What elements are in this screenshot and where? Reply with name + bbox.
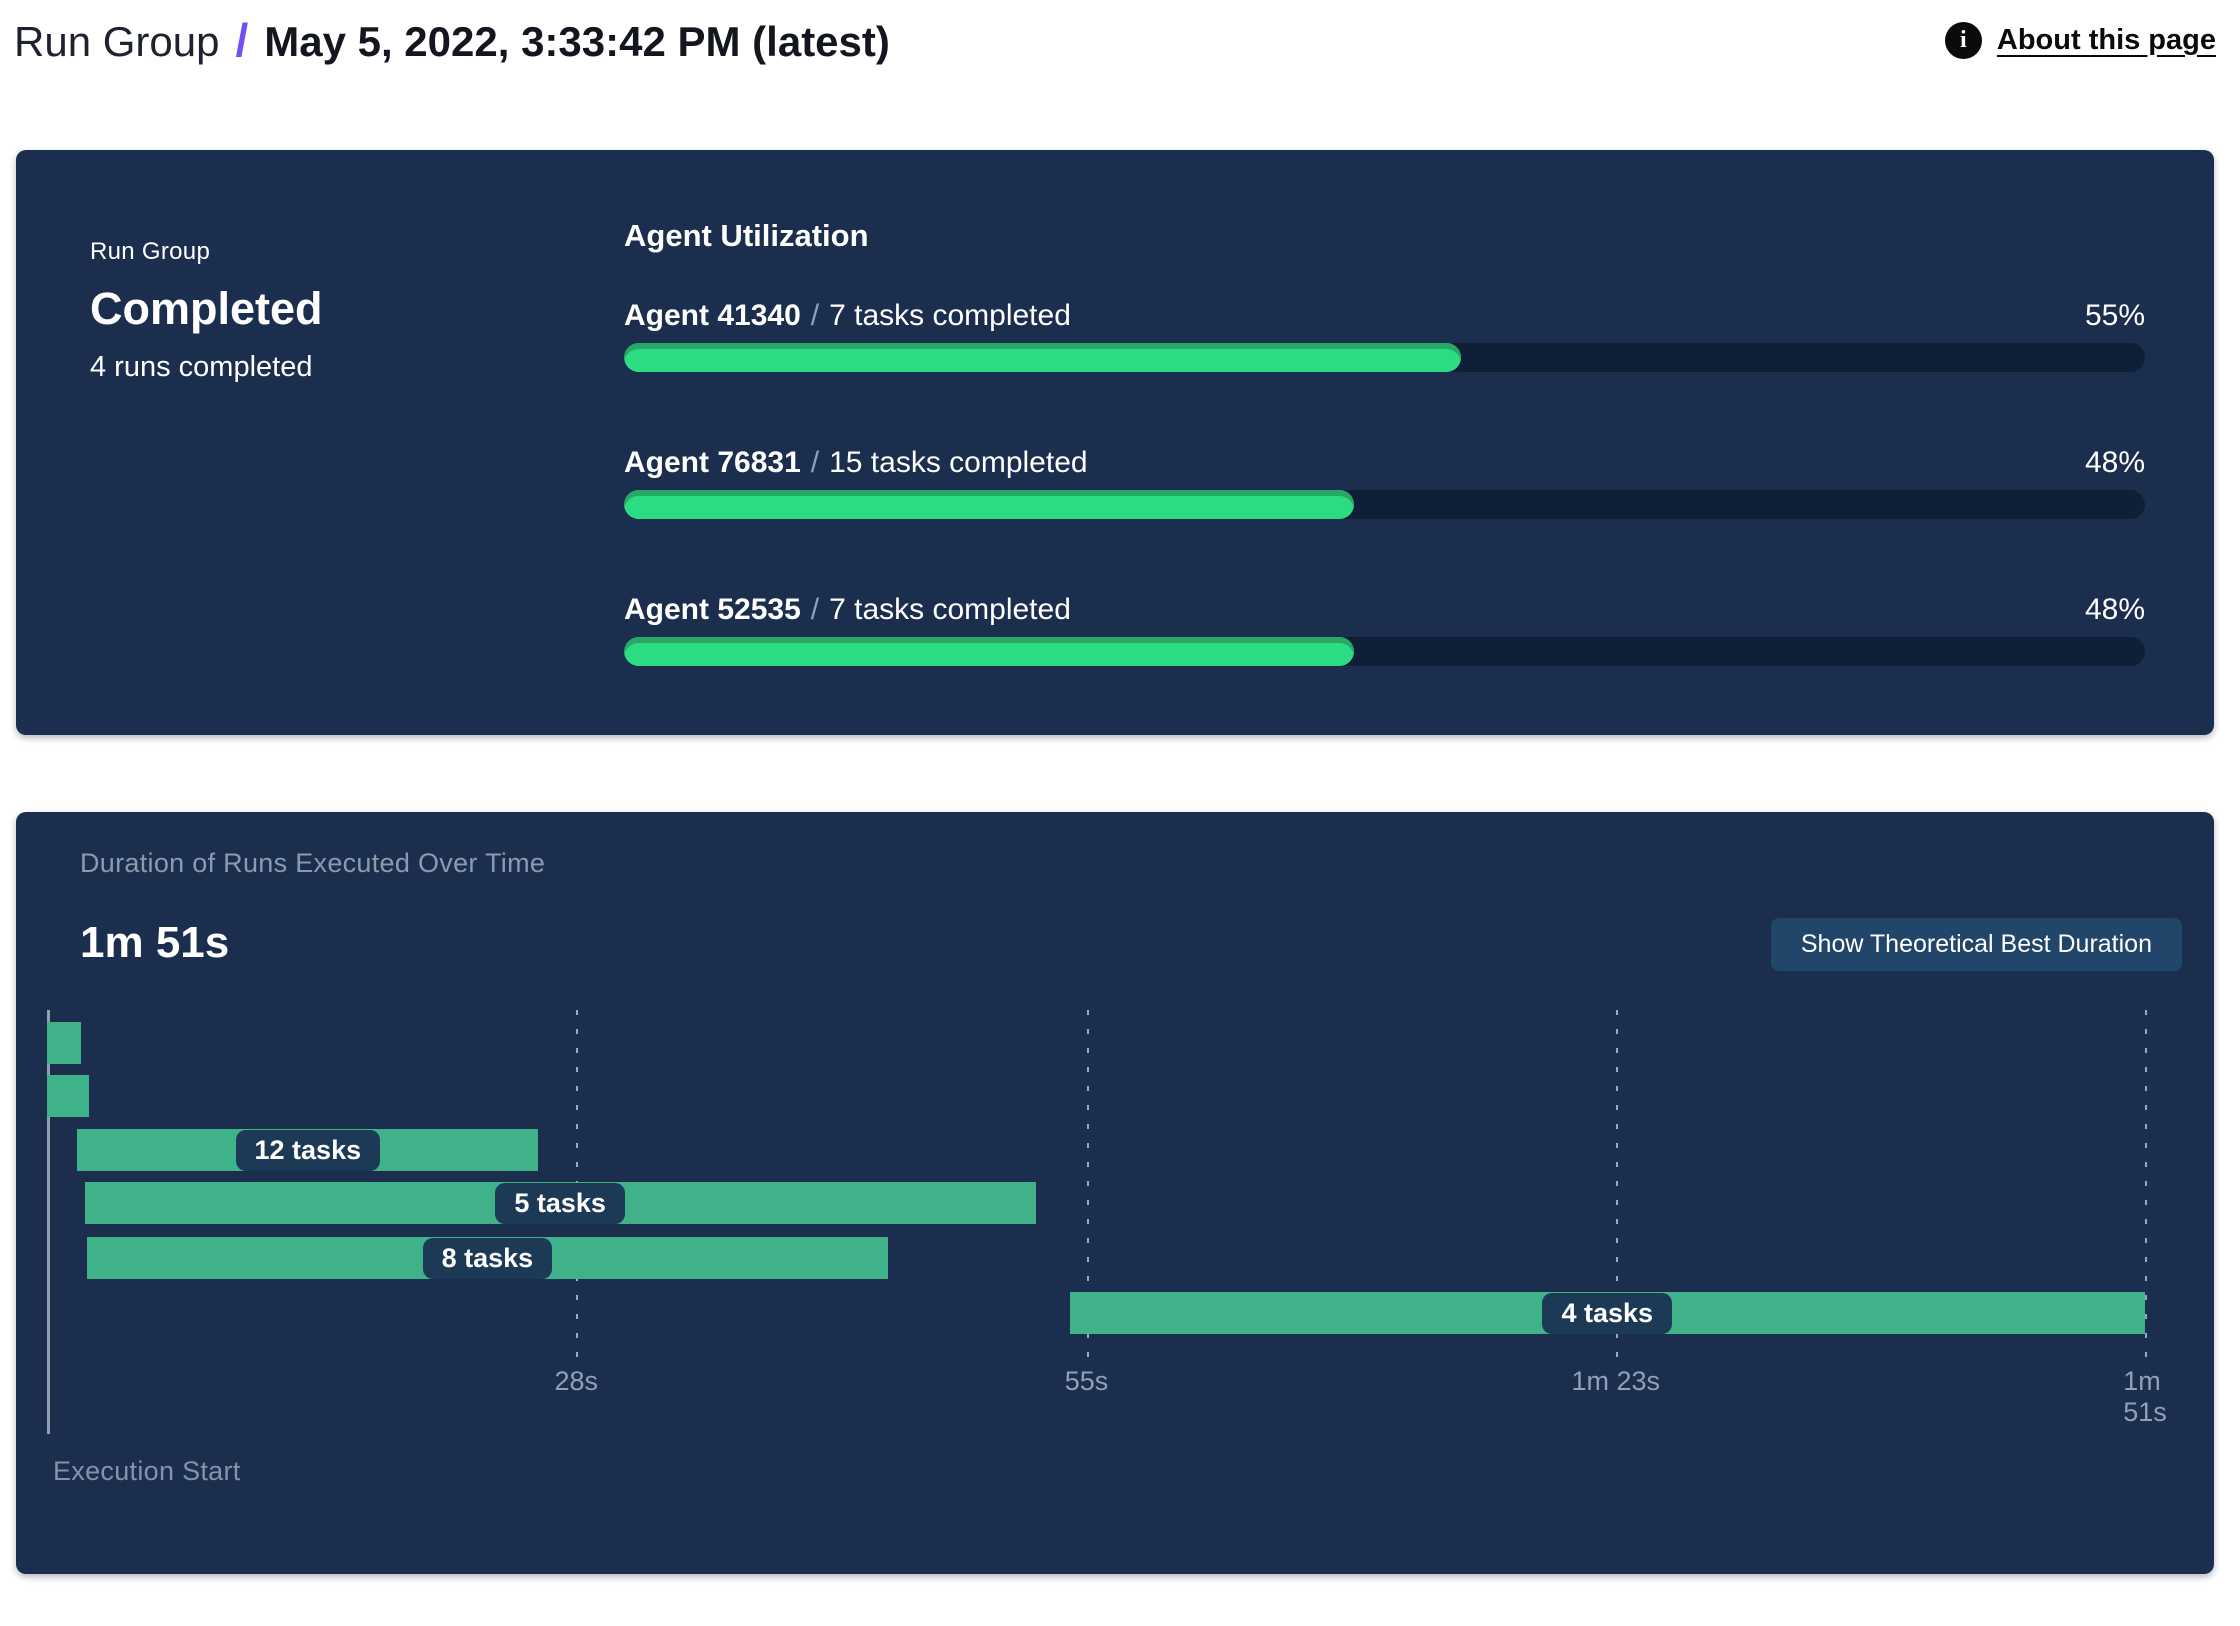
agent-utilization-track [624, 343, 2145, 372]
agent-utilization-percent: 55% [2084, 299, 2145, 332]
agent-row: Agent 52535 / 7 tasks completed 48% [624, 593, 2145, 666]
axis-tick-label: 28s [554, 1366, 598, 1396]
agent-label-separator: / [810, 593, 820, 626]
total-duration-value: 1m 51s [80, 918, 230, 967]
agent-label-line: Agent 41340 / 7 tasks completed 55% [624, 299, 2145, 333]
agent-name: Agent 76831 [624, 446, 801, 479]
run-duration-bar[interactable]: 8 tasks [86, 1237, 889, 1279]
agent-row: Agent 76831 / 15 tasks completed 48% [624, 446, 2145, 519]
gantt-plot: 12 tasks 5 tasks 8 tasks 4 tasks 28s 55s 1m 2… [47, 1010, 2167, 1510]
breadcrumb-run-group[interactable]: Run Group [14, 18, 220, 65]
run-group-status: Completed [90, 283, 323, 334]
top-bar: Run Group / May 5, 2022, 3:33:42 PM (lat… [14, 8, 2226, 72]
execution-start-axis-line [47, 1010, 50, 1434]
agent-utilization-percent: 48% [2084, 593, 2145, 626]
agent-label-line: Agent 52535 / 7 tasks completed 48% [624, 593, 2145, 627]
gridline [1615, 1010, 1618, 1357]
agent-tasks-completed: 15 tasks completed [829, 446, 1088, 479]
breadcrumb-separator: / [235, 14, 249, 66]
agent-utilization-section: Agent Utilization Agent 41340 / 7 tasks co… [624, 218, 2145, 666]
run-duration-bar[interactable]: 12 tasks [77, 1129, 539, 1171]
duration-chart-title: Duration of Runs Executed Over Time [80, 848, 546, 878]
agent-utilization-percent: 48% [2084, 446, 2145, 479]
run-group-label: Run Group [90, 238, 211, 265]
axis-tick-label: 55s [1064, 1366, 1109, 1396]
breadcrumb: Run Group / May 5, 2022, 3:33:42 PM (lat… [14, 13, 890, 67]
agent-name: Agent 52535 [624, 593, 801, 626]
about-this-page-link[interactable]: About this page [1996, 23, 2216, 56]
run-duration-bar[interactable]: 5 tasks [84, 1182, 1036, 1224]
show-theoretical-best-duration-button[interactable]: Show Theoretical Best Duration [1770, 918, 2182, 971]
task-count-pill: 12 tasks [235, 1129, 381, 1171]
agent-label-line: Agent 76831 / 15 tasks completed 48% [624, 446, 2145, 480]
task-count-pill: 5 tasks [495, 1182, 625, 1224]
agent-utilization-heading: Agent Utilization [624, 218, 869, 253]
agent-row: Agent 41340 / 7 tasks completed 55% [624, 299, 2145, 372]
run-duration-bar[interactable] [47, 1075, 89, 1117]
info-icon[interactable]: i [1944, 21, 1982, 59]
gridline [2145, 1010, 2147, 1357]
page-title: May 5, 2022, 3:33:42 PM (latest) [264, 18, 890, 65]
axis-tick-label: 1m 23s [1571, 1366, 1661, 1396]
run-summary: Run Group Completed 4 runs completed [90, 238, 323, 384]
run-duration-bar[interactable] [47, 1022, 82, 1064]
agent-utilization-fill [624, 490, 1355, 519]
run-group-summary-panel: Run Group Completed 4 runs completed Age… [16, 150, 2214, 735]
agent-utilization-fill [624, 637, 1355, 666]
task-count-pill: 8 tasks [422, 1237, 553, 1279]
duration-chart-panel: Duration of Runs Executed Over Time 1m 5… [16, 812, 2214, 1574]
runs-completed-count: 4 runs completed [90, 351, 313, 383]
agent-label-separator: / [810, 446, 820, 479]
agent-tasks-completed: 7 tasks completed [829, 299, 1071, 332]
agent-utilization-track [624, 637, 2145, 666]
agent-name: Agent 41340 [624, 299, 801, 332]
x-axis-label: Execution Start [53, 1456, 241, 1486]
agent-utilization-track [624, 490, 2145, 519]
about-this-page[interactable]: i About this page [1944, 21, 2216, 59]
agent-label-separator: / [810, 299, 820, 332]
agent-rows: Agent 41340 / 7 tasks completed 55% Agent 76… [624, 299, 2145, 666]
agent-tasks-completed: 7 tasks completed [829, 593, 1071, 626]
agent-utilization-fill [624, 343, 1461, 372]
run-duration-bar[interactable]: 4 tasks [1069, 1292, 2145, 1334]
axis-tick-label: 1m 51s [2123, 1366, 2167, 1427]
task-count-pill: 4 tasks [1542, 1292, 1673, 1334]
gridline [1086, 1010, 1089, 1357]
